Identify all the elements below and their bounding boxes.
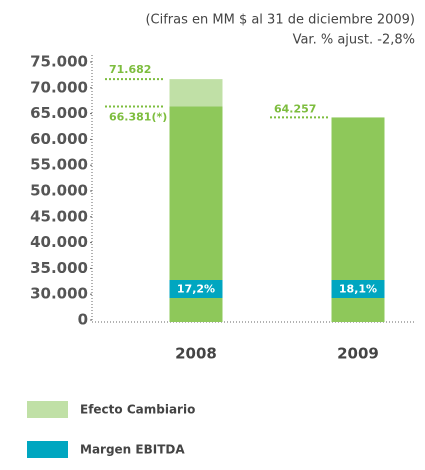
ebitda-label: 17,2% xyxy=(177,283,215,296)
ebitda-box xyxy=(169,280,223,298)
x-tick-label: 2009 xyxy=(337,345,379,363)
y-tick-label: 65.000 xyxy=(30,104,88,122)
legend-swatch xyxy=(27,401,68,418)
subtitle: (Cifras en MM $ al 31 de diciembre 2009) xyxy=(145,13,415,28)
subtitle: Var. % ajust. -2,8% xyxy=(293,33,415,48)
ebitda-box xyxy=(331,280,385,298)
annotation-label: 71.682 xyxy=(109,63,151,76)
value-label: 64.257 xyxy=(274,102,316,115)
y-tick-label: 75.000 xyxy=(30,53,88,71)
y-tick-label: 70.000 xyxy=(30,78,88,96)
y-tick-label: 40.000 xyxy=(30,233,88,251)
y-tick-label: 35.000 xyxy=(30,259,88,277)
y-tick-label: 50.000 xyxy=(30,182,88,200)
legend-label: Efecto Cambiario xyxy=(80,403,195,417)
y-tick-label: 45.000 xyxy=(30,207,88,225)
bar-segment xyxy=(169,79,223,107)
legend-swatch xyxy=(27,441,68,458)
value-label: 66.381(*) xyxy=(109,110,167,123)
y-tick-label: 30.000 xyxy=(30,285,88,303)
y-tick-label: 55.000 xyxy=(30,156,88,174)
legend-label: Margen EBITDA xyxy=(80,443,185,457)
y-tick-label: 60.000 xyxy=(30,130,88,148)
y-tick-label: 0 xyxy=(78,311,88,329)
ebitda-label: 18,1% xyxy=(339,283,377,296)
x-tick-label: 2008 xyxy=(175,345,217,363)
